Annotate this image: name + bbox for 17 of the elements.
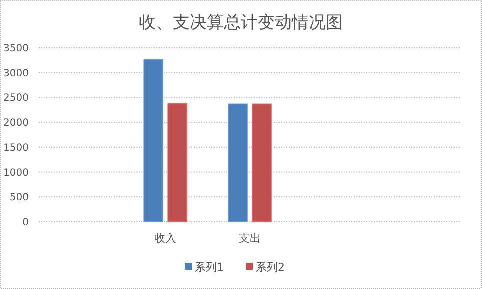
y-tick-label: 2500 (4, 93, 29, 104)
bar (168, 103, 188, 222)
y-tick-label: 500 (10, 192, 29, 204)
bar (228, 104, 248, 222)
bar (144, 60, 164, 222)
y-tick-label: 1000 (4, 168, 29, 179)
x-tick-label: 收入 (154, 232, 177, 245)
y-tick-label: 2000 (4, 118, 29, 130)
y-tick-label: 0 (22, 218, 29, 228)
chart-title: 收、支决算总计变动情况图 (139, 13, 343, 33)
legend-label: 系列2 (256, 260, 285, 274)
y-tick-label: 1500 (4, 142, 29, 154)
y-tick-label: 3000 (4, 68, 29, 80)
x-tick-label: 支出 (239, 232, 261, 245)
bar (252, 104, 272, 222)
legend-label: 系列1 (195, 260, 224, 274)
y-tick-label: 3500 (4, 44, 29, 54)
